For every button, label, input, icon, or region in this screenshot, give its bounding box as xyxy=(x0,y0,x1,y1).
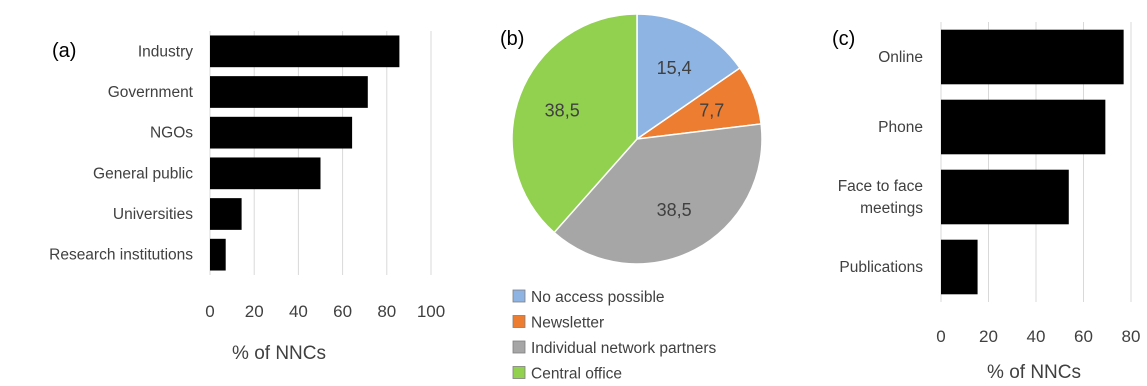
x-tick-label: 20 xyxy=(979,327,998,346)
chart-c-svg: (c) Online Phone Face to face meetings Publi… xyxy=(832,22,1141,383)
x-axis-title-c: % of NNCs xyxy=(987,362,1081,383)
legend-label-individual-network-partners: Individual network partners xyxy=(531,340,716,357)
category-label-industry: Industry xyxy=(138,43,193,60)
pie-slice-individual-network-partners xyxy=(553,123,763,265)
x-tick-label: 0 xyxy=(205,302,214,321)
category-label-face-to-face-meetings: meetings xyxy=(860,200,923,217)
category-label-research-institutions: Research institutions xyxy=(49,247,193,264)
pie-slice-central-office xyxy=(511,13,638,234)
bar-research-institutions xyxy=(210,238,226,271)
x-tick-label: 100 xyxy=(417,302,445,321)
bar-universities xyxy=(210,198,242,230)
legend-swatch-individual-network-partners xyxy=(512,340,526,354)
legend-swatch-newsletter xyxy=(512,315,526,328)
legend-label-central-office: Central office xyxy=(531,366,622,383)
category-label-face-to-face-meetings: Face to face xyxy=(838,178,923,195)
pie-slice-no-access-possible xyxy=(636,13,741,141)
panel-label-b: (b) xyxy=(500,28,524,50)
chart-panel-c: (c) Online Phone Face to face meetings Publi… xyxy=(790,0,1147,386)
category-label-universities: Universities xyxy=(113,206,193,223)
legend-swatch-central-office xyxy=(512,366,526,379)
bar-government xyxy=(210,76,368,108)
data-label-newsletter: 7,7 xyxy=(699,101,724,121)
panel-label-c: (c) xyxy=(832,28,855,50)
x-tick-label: 20 xyxy=(245,302,264,321)
legend-label-no-access-possible: No access possible xyxy=(531,289,665,306)
x-tick-label: 60 xyxy=(333,302,352,321)
category-label-publications: Publications xyxy=(839,259,923,276)
data-label-individual-network-partners: 38,5 xyxy=(657,200,692,220)
category-label-phone: Phone xyxy=(878,119,923,136)
category-label-government: Government xyxy=(108,84,194,101)
x-tick-label: 40 xyxy=(1027,327,1046,346)
bar-online xyxy=(941,29,1124,85)
legend-label-newsletter: Newsletter xyxy=(531,315,604,332)
x-tick-label: 60 xyxy=(1074,327,1093,346)
legend-swatch-no-access-possible xyxy=(512,289,526,303)
chart-a-svg: (a) Industry Government NGOs General public… xyxy=(49,31,445,364)
bar-phone xyxy=(941,99,1106,155)
bar-general-public xyxy=(210,157,321,190)
x-tick-label: 80 xyxy=(377,302,396,321)
bar-ngos xyxy=(210,116,353,149)
category-label-online: Online xyxy=(878,49,923,66)
bar-face-to-face-meetings xyxy=(941,169,1069,225)
data-label-no-access-possible: 15,4 xyxy=(657,58,692,78)
x-tick-label: 40 xyxy=(289,302,308,321)
chart-b-svg: (b) 15,4 7,7 38,5 38,5 No access possible Ne… xyxy=(500,13,763,383)
x-tick-label: 0 xyxy=(936,327,945,346)
x-axis-title-a: % of NNCs xyxy=(232,343,326,364)
category-label-ngos: NGOs xyxy=(150,125,193,142)
data-label-central-office: 38,5 xyxy=(545,101,580,121)
category-label-general-public: General public xyxy=(93,165,193,182)
chart-panel-b: (b) 15,4 7,7 38,5 38,5 No access possible Ne… xyxy=(460,0,790,386)
chart-panel-a: (a) Industry Government NGOs General public… xyxy=(0,0,460,386)
panel-label-a: (a) xyxy=(52,40,76,62)
bar-industry xyxy=(210,35,400,68)
x-tick-label: 80 xyxy=(1122,327,1141,346)
bar-publications xyxy=(941,239,978,295)
